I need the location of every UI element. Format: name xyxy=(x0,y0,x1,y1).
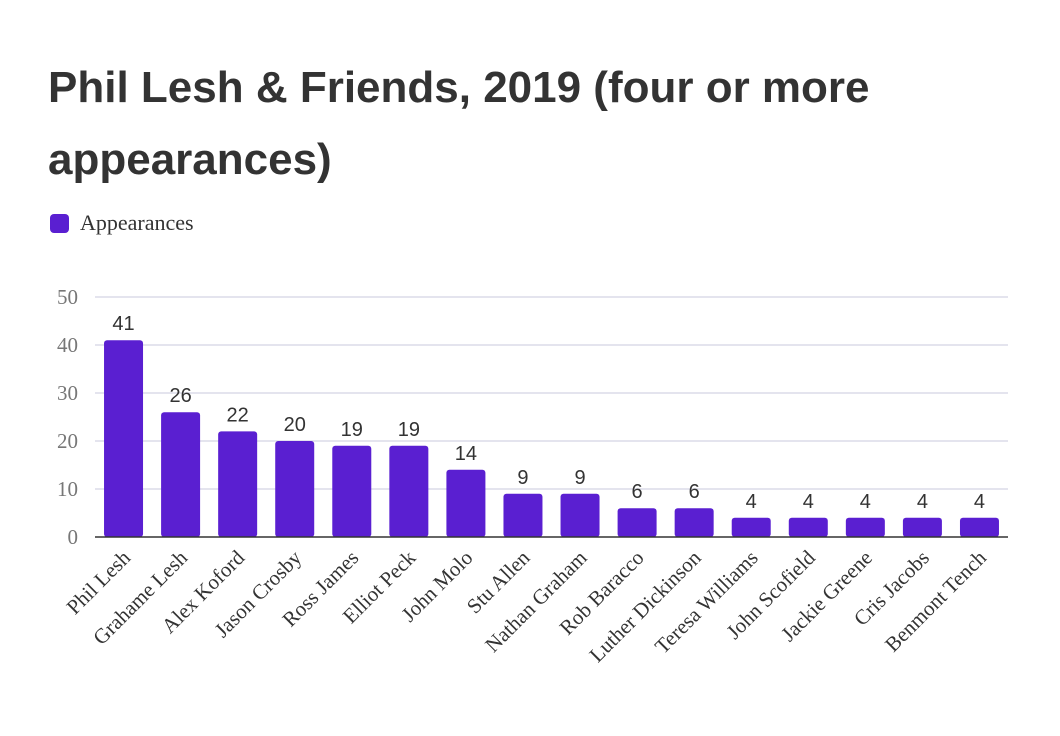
bar xyxy=(104,340,144,537)
bar xyxy=(845,517,885,537)
data-label: 4 xyxy=(917,491,928,513)
bar xyxy=(332,445,372,537)
data-label: 4 xyxy=(974,491,985,513)
data-label: 19 xyxy=(398,419,420,441)
bar xyxy=(731,517,771,537)
x-tick-label: Benmont Tench xyxy=(880,545,991,656)
bar xyxy=(218,431,258,537)
y-tick-label: 30 xyxy=(57,381,78,405)
bar xyxy=(446,469,486,537)
legend-label: Appearances xyxy=(80,210,194,235)
data-label: 4 xyxy=(860,491,871,513)
legend-swatch xyxy=(50,213,69,233)
data-label: 4 xyxy=(746,491,757,513)
bar xyxy=(503,493,543,537)
bar xyxy=(674,508,714,537)
data-label: 20 xyxy=(284,414,306,436)
bar xyxy=(275,441,315,537)
y-tick-label: 0 xyxy=(68,525,79,549)
data-label: 19 xyxy=(341,419,363,441)
bar xyxy=(560,493,600,537)
bar xyxy=(959,517,999,537)
data-label: 6 xyxy=(632,481,643,503)
legend: Appearances xyxy=(50,210,194,236)
y-tick-label: 40 xyxy=(57,333,78,357)
y-tick-label: 10 xyxy=(57,477,78,501)
data-label: 22 xyxy=(227,404,249,426)
data-label: 6 xyxy=(689,481,700,503)
data-label: 26 xyxy=(169,385,191,407)
y-tick-label: 50 xyxy=(57,285,78,309)
data-label: 9 xyxy=(517,467,528,489)
bar xyxy=(902,517,942,537)
y-tick-label: 20 xyxy=(57,429,78,453)
data-label: 9 xyxy=(574,467,585,489)
data-label: 14 xyxy=(455,443,477,465)
bar xyxy=(788,517,828,537)
data-label: 41 xyxy=(112,313,134,335)
data-label: 4 xyxy=(803,491,814,513)
chart-title: Phil Lesh & Friends, 2019 (four or more … xyxy=(48,63,870,184)
bar xyxy=(389,445,429,537)
bar xyxy=(617,508,657,537)
bar xyxy=(161,412,201,537)
